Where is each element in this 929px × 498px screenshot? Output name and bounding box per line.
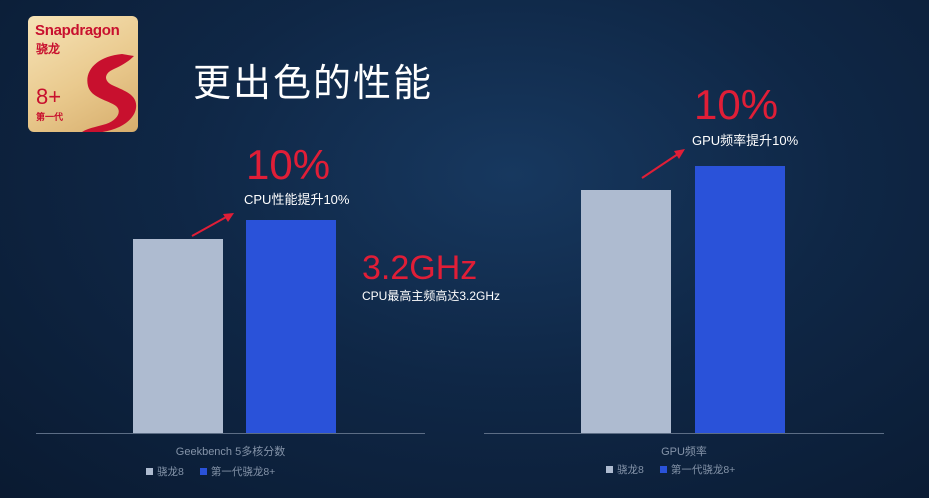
chart-geekbench-x-axis xyxy=(36,433,425,434)
legend-swatch xyxy=(146,468,153,475)
gpu-increase-arrow-icon xyxy=(641,149,685,179)
cpu-frequency-text: CPU最高主频高达3.2GHz xyxy=(362,289,501,303)
bar-gpu-snapdragon8 xyxy=(581,190,671,433)
legend-item: 骁龙8 xyxy=(606,462,644,477)
bar-geekbench-snapdragon8plus xyxy=(246,219,336,433)
cpu-increase-text: CPU性能提升10% xyxy=(244,192,350,207)
legend-label: 第一代骁龙8+ xyxy=(670,464,736,476)
legend-swatch xyxy=(606,466,613,473)
legend-item: 第一代骁龙8+ xyxy=(659,462,736,477)
logo-generation: 第一代 xyxy=(36,112,64,122)
bar-geekbench-snapdragon8 xyxy=(133,239,223,433)
page-title: 更出色的性能 xyxy=(193,61,434,105)
bar-gpu-snapdragon8plus xyxy=(695,165,785,433)
legend-label: 骁龙8 xyxy=(157,466,184,478)
legend-label: 第一代骁龙8+ xyxy=(210,466,276,478)
legend-label: 骁龙8 xyxy=(617,464,644,476)
chart-gpu-x-axis xyxy=(484,433,884,434)
snapdragon-logo: Snapdragon 骁龙 8+ 第一代 xyxy=(28,16,138,132)
snapdragon-s-icon xyxy=(82,54,137,132)
cpu-increase-percent: 10% xyxy=(246,141,331,188)
legend-item: 骁龙8 xyxy=(146,464,184,479)
legend-item: 第一代骁龙8+ xyxy=(199,464,276,479)
legend-swatch xyxy=(659,466,667,473)
logo-brand-cn: 骁龙 xyxy=(36,42,61,56)
logo-model: 8+ xyxy=(36,84,62,109)
cpu-increase-arrow-icon xyxy=(191,213,234,237)
chart-gpu-legend: 骁龙8 第一代骁龙8+ xyxy=(606,462,735,477)
chart-gpu-xlabel: GPU频率 xyxy=(661,446,707,458)
chart-geekbench-xlabel: Geekbench 5多核分数 xyxy=(175,446,286,458)
logo-brand: Snapdragon xyxy=(35,22,120,39)
legend-swatch xyxy=(199,468,207,475)
chart-geekbench-legend: 骁龙8 第一代骁龙8+ xyxy=(146,464,275,479)
cpu-frequency-value: 3.2GHz xyxy=(362,249,478,287)
gpu-increase-percent: 10% xyxy=(694,81,779,128)
gpu-increase-text: GPU频率提升10% xyxy=(692,133,799,148)
